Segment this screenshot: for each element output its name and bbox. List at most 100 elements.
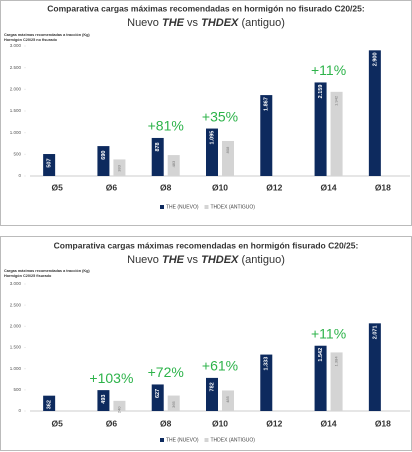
x-tick-label: Ø18 [375, 182, 391, 192]
chart-title: Comparativa cargas máximas recomendadas … [54, 240, 359, 250]
annotation: +35% [202, 108, 238, 124]
x-tick-label: Ø10 [212, 182, 228, 192]
value-label: 240 [116, 406, 121, 413]
value-label: 493 [101, 395, 107, 404]
bar [167, 395, 180, 411]
chart-subtitle: Nuevo THE vs THDEX (antiguo) [127, 254, 285, 266]
y-tick-label: 1.500 [10, 108, 22, 113]
bar [167, 155, 180, 176]
bar [97, 390, 110, 411]
subtitle-part: THDEX [201, 17, 239, 29]
subtitle-part: vs [187, 17, 199, 29]
y-tick-label: 2.000 [10, 324, 22, 329]
bar [368, 323, 381, 411]
legend-swatch [160, 438, 164, 442]
x-tick-label: Ø5 [51, 182, 63, 192]
bar [330, 91, 343, 176]
bar [97, 146, 110, 176]
bar [113, 400, 126, 411]
value-label: 483 [171, 160, 176, 167]
annotation: +61% [202, 358, 238, 374]
value-label: 1.942 [334, 95, 339, 106]
legend-label: THDEX (ANTIGUO) [211, 204, 256, 210]
value-label: 1.542 [318, 348, 324, 362]
legend-label: THE (NUEVO) [166, 437, 199, 443]
x-tick-label: Ø12 [266, 418, 282, 428]
x-tick-label: Ø14 [321, 182, 337, 192]
subtitle-part: Nuevo [127, 254, 159, 266]
y-tick-label: 1.500 [10, 345, 22, 350]
value-label: 1.867 [264, 97, 270, 111]
y-tick-label: 2.500 [10, 302, 22, 307]
bar [43, 395, 56, 411]
bar [330, 352, 343, 411]
value-label: 362 [47, 400, 53, 409]
y-axis-label: Hormigón C20/25 no fisurado [4, 38, 58, 42]
bar [151, 384, 164, 411]
y-axis-label: Hormigón C20/25 fisurado [4, 274, 52, 278]
y-tick-label: 3.000 [10, 281, 22, 286]
value-label: 1.095 [209, 131, 215, 145]
value-label: 1.333 [264, 357, 270, 371]
value-label: 1.384 [334, 356, 339, 367]
y-axis-label: Cargas máximas recomendadas a tracción (… [4, 33, 90, 37]
annotation: +11% [311, 325, 346, 341]
subtitle-part: Nuevo [127, 17, 159, 29]
x-tick-label: Ø8 [160, 182, 172, 192]
value-label: 365 [171, 400, 176, 407]
x-tick-label: Ø18 [375, 418, 391, 428]
y-tick-label: 1.000 [10, 130, 22, 135]
value-label: 485 [225, 395, 230, 402]
bar [314, 345, 327, 411]
value-label: 878 [155, 142, 161, 151]
y-tick-label: 3.000 [10, 43, 22, 48]
y-tick-label: 500 [13, 387, 21, 392]
chart-title: Comparativa cargas máximas recomendadas … [47, 3, 365, 13]
bar [222, 140, 234, 176]
y-tick-label: 0 [18, 173, 21, 178]
bar [43, 154, 56, 176]
bar [151, 137, 164, 176]
bar [206, 377, 218, 411]
value-label: 2.900 [372, 52, 378, 66]
bar [206, 128, 218, 176]
value-label: 627 [155, 389, 161, 398]
bar [368, 50, 381, 177]
annotation: +72% [148, 364, 184, 380]
value-label: 808 [225, 146, 230, 153]
subtitle-part: vs [187, 254, 199, 266]
y-tick-label: 500 [13, 152, 21, 157]
subtitle-part: (antiguo) [241, 17, 284, 29]
value-label: 383 [116, 164, 121, 171]
y-tick-label: 2.000 [10, 87, 22, 92]
value-label: 507 [47, 158, 53, 167]
chart-subtitle: Nuevo THE vs THDEX (antiguo) [127, 17, 285, 29]
bar [314, 82, 327, 176]
y-tick-label: 2.500 [10, 65, 22, 70]
value-label: 2.071 [372, 325, 378, 339]
subtitle-part: THDEX [201, 254, 239, 266]
legend-swatch [204, 205, 209, 209]
subtitle-part: THE [162, 254, 185, 266]
bar [260, 354, 273, 411]
bar [222, 390, 234, 411]
x-tick-label: Ø14 [321, 418, 337, 428]
legend-label: THDEX (ANTIGUO) [211, 437, 256, 443]
annotation: +11% [311, 62, 346, 78]
value-label: 690 [101, 151, 107, 160]
subtitle-part: THE [162, 17, 185, 29]
subtitle-part: (antiguo) [241, 254, 284, 266]
y-tick-label: 1.000 [10, 366, 22, 371]
x-tick-label: Ø6 [106, 182, 118, 192]
legend-swatch [160, 205, 164, 209]
value-label: 2.159 [318, 85, 324, 99]
bar [113, 159, 126, 176]
bar [260, 95, 273, 176]
value-label: 782 [209, 382, 215, 391]
y-axis-label: Cargas máximas recomendadas a tracción (… [4, 269, 90, 273]
legend-swatch [204, 438, 209, 442]
x-tick-label: Ø6 [106, 418, 118, 428]
x-tick-label: Ø8 [160, 418, 172, 428]
x-tick-label: Ø12 [266, 182, 282, 192]
